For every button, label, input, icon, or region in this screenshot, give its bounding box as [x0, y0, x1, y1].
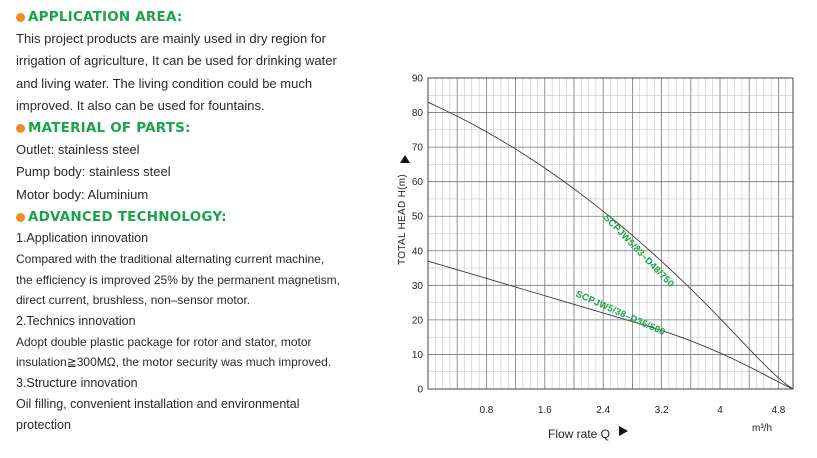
x-tick-label: 4.8 [771, 405, 785, 416]
application-line-4: improved. It also can be used for founta… [16, 97, 265, 113]
y-tick-label: 40 [412, 246, 424, 257]
y-tick-label: 90 [412, 74, 424, 85]
technology-line-4: direct current, brushless, non–sensor mo… [16, 293, 251, 308]
series-label-2: SCPJW5/38–D36/500 [574, 289, 667, 338]
technology-line-7: insulation≧300MΩ, the motor security was… [16, 355, 332, 370]
section-title-text: MATERIAL OF PARTS: [28, 120, 191, 137]
section-title-application: APPLICATION AREA: [16, 6, 376, 28]
technology-line-6: Adopt double plastic package for rotor a… [16, 334, 312, 349]
x-tick-label: 0.8 [479, 405, 493, 416]
y-tick-label: 0 [417, 385, 423, 396]
x-axis-unit: m³/h [752, 423, 772, 434]
technology-line-2: Compared with the traditional alternatin… [16, 252, 325, 267]
x-tick-label: 3.2 [655, 405, 669, 416]
y-axis-arrow-icon [400, 155, 410, 163]
section-title-material: MATERIAL OF PARTS: [16, 117, 376, 139]
technology-line-8: 3.Structure innovation [16, 375, 138, 390]
bullet-dot-icon [16, 212, 25, 222]
technology-line-5: 2.Technics innovation [16, 313, 136, 328]
technology-line-3: the efficiency is improved 25% by the pe… [16, 272, 340, 287]
material-line-1: Outlet: stainless steel [16, 142, 140, 158]
application-line-2: irrigation of agriculture, It can be use… [16, 53, 337, 69]
material-line-2: Pump body: stainless steel [16, 164, 171, 180]
chart-ticks: 0 10 20 30 40 50 60 70 80 90 0.8 1.6 2.4 3.2 4 4.8 [412, 74, 786, 417]
application-line-3: and living water. The living condition c… [16, 75, 313, 91]
chart-grid [427, 77, 794, 390]
technology-line-9: Oil filling, convenient installation and… [16, 396, 300, 411]
series-line-2 [427, 260, 794, 390]
x-tick-label: 4 [717, 405, 723, 416]
section-title-text: APPLICATION AREA: [28, 9, 183, 25]
section-title-technology: ADVANCED TECHNOLOGY: [16, 206, 376, 228]
bullet-dot-icon [16, 123, 25, 133]
y-tick-label: 80 [412, 108, 424, 119]
x-tick-label: 1.6 [538, 405, 552, 416]
material-line-3: Motor body: Aluminium [16, 186, 149, 202]
y-tick-label: 30 [412, 281, 424, 292]
plot-frame [427, 77, 794, 390]
x-axis-label: Flow rate Q [548, 427, 610, 441]
x-axis-arrow-icon [619, 426, 628, 436]
y-tick-label: 20 [412, 315, 424, 326]
y-tick-label: 60 [412, 177, 424, 188]
bullet-dot-icon [16, 12, 25, 22]
application-line-1: This project products are mainly used in… [16, 31, 326, 46]
y-tick-label: 70 [412, 143, 424, 154]
y-tick-label: 10 [412, 350, 424, 361]
x-tick-label: 2.4 [596, 405, 610, 416]
technology-line-1: 1.Application innovation [16, 231, 149, 246]
y-tick-label: 50 [412, 212, 424, 223]
technology-line-10: protection [16, 417, 71, 432]
text-panel: APPLICATION AREA: This project products … [16, 6, 376, 436]
y-axis-label: TOTAL HEAD H(m) [397, 174, 408, 265]
section-title-text: ADVANCED TECHNOLOGY: [28, 209, 227, 226]
series-line-1 [427, 101, 794, 390]
